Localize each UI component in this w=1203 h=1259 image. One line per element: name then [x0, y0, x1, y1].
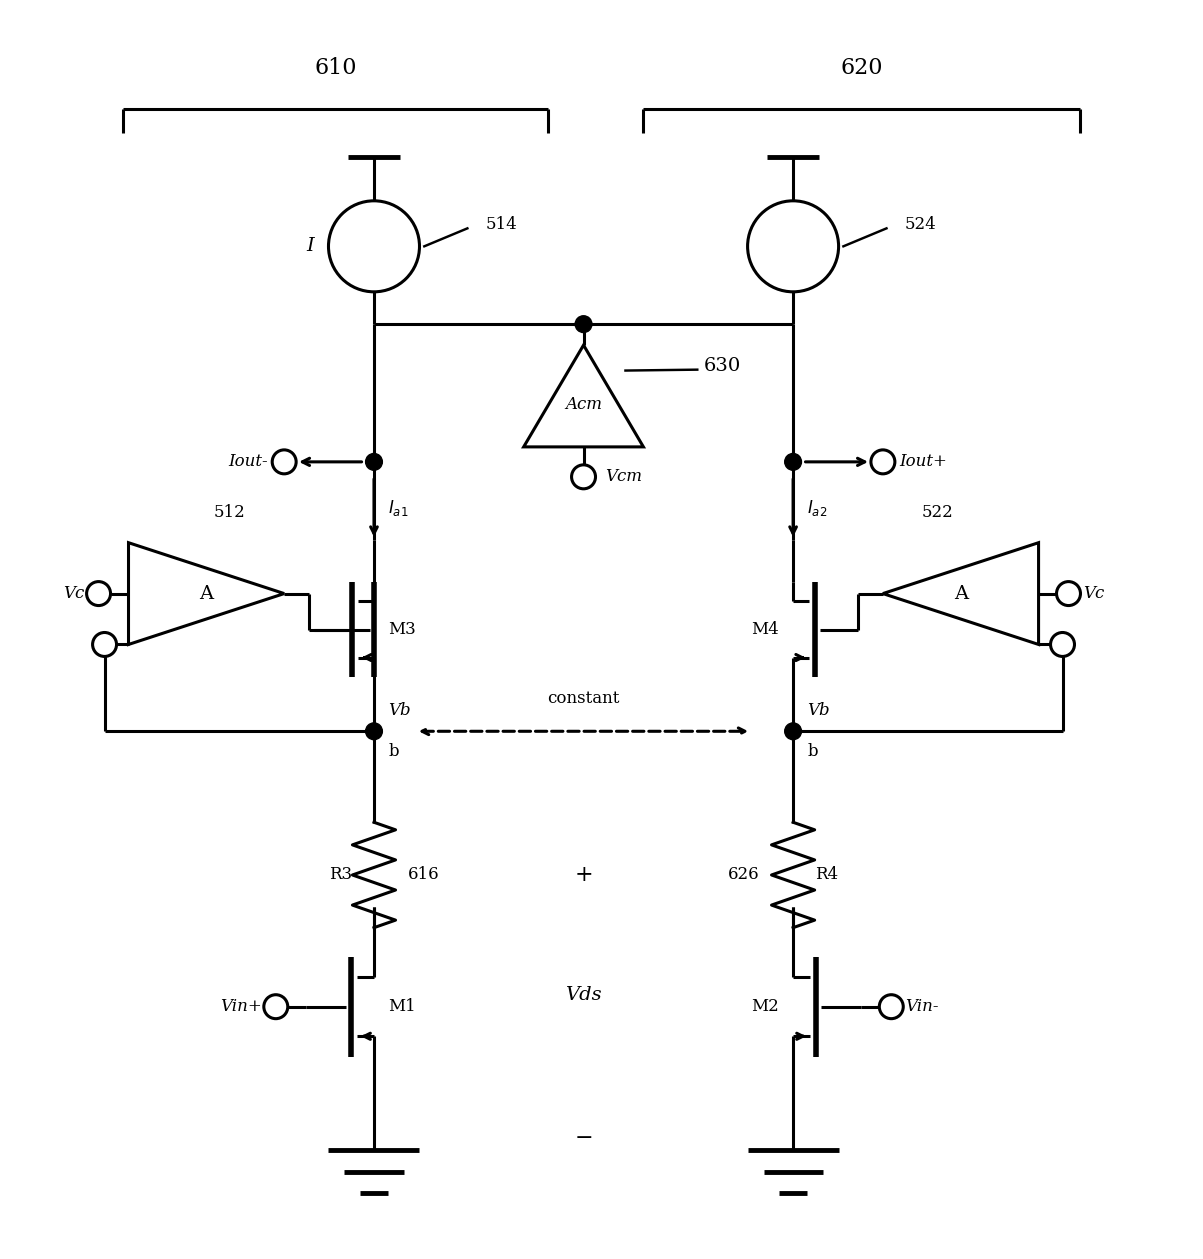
Text: M3: M3: [389, 621, 416, 638]
Circle shape: [263, 995, 288, 1019]
Circle shape: [87, 582, 111, 606]
Circle shape: [784, 453, 801, 471]
Circle shape: [93, 632, 117, 656]
Text: 626: 626: [728, 866, 759, 884]
Text: Acm: Acm: [565, 395, 602, 413]
Text: Iout-: Iout-: [227, 453, 267, 471]
Text: Iout+: Iout+: [900, 453, 948, 471]
Text: 630: 630: [704, 358, 741, 375]
Circle shape: [871, 449, 895, 473]
Text: A: A: [954, 584, 967, 603]
Text: 512: 512: [214, 504, 245, 521]
Text: b: b: [389, 743, 399, 760]
Text: Vcm: Vcm: [605, 468, 642, 485]
Circle shape: [571, 465, 595, 488]
Text: Vb: Vb: [807, 703, 830, 719]
Text: Vb: Vb: [389, 703, 411, 719]
Text: M1: M1: [389, 998, 416, 1015]
Circle shape: [366, 723, 383, 740]
Circle shape: [1050, 632, 1074, 656]
Text: M2: M2: [751, 998, 778, 1015]
Text: constant: constant: [547, 690, 620, 708]
Text: I: I: [307, 237, 314, 256]
Text: Vc: Vc: [63, 585, 84, 602]
Circle shape: [328, 201, 420, 292]
Text: 616: 616: [408, 866, 439, 884]
Text: 524: 524: [905, 217, 936, 233]
Text: $I_{a2}$: $I_{a2}$: [807, 499, 828, 517]
Circle shape: [784, 723, 801, 740]
Text: Vin+: Vin+: [220, 998, 261, 1015]
Circle shape: [1056, 582, 1080, 606]
Circle shape: [879, 995, 903, 1019]
Text: 514: 514: [485, 217, 517, 233]
Text: 620: 620: [840, 57, 883, 78]
Circle shape: [747, 201, 838, 292]
Text: b: b: [807, 743, 818, 760]
Text: Vin-: Vin-: [906, 998, 940, 1015]
Text: R3: R3: [330, 866, 352, 884]
Text: R4: R4: [814, 866, 837, 884]
Text: −: −: [574, 1127, 593, 1149]
Text: A: A: [200, 584, 213, 603]
Text: +: +: [574, 864, 593, 886]
Text: M4: M4: [751, 621, 778, 638]
Text: Vds: Vds: [565, 986, 602, 1003]
Text: 522: 522: [921, 504, 953, 521]
Circle shape: [366, 453, 383, 471]
Text: Vc: Vc: [1083, 585, 1104, 602]
Circle shape: [575, 316, 592, 332]
Circle shape: [272, 449, 296, 473]
Text: $I_{a1}$: $I_{a1}$: [389, 499, 409, 517]
Text: 610: 610: [314, 57, 357, 78]
